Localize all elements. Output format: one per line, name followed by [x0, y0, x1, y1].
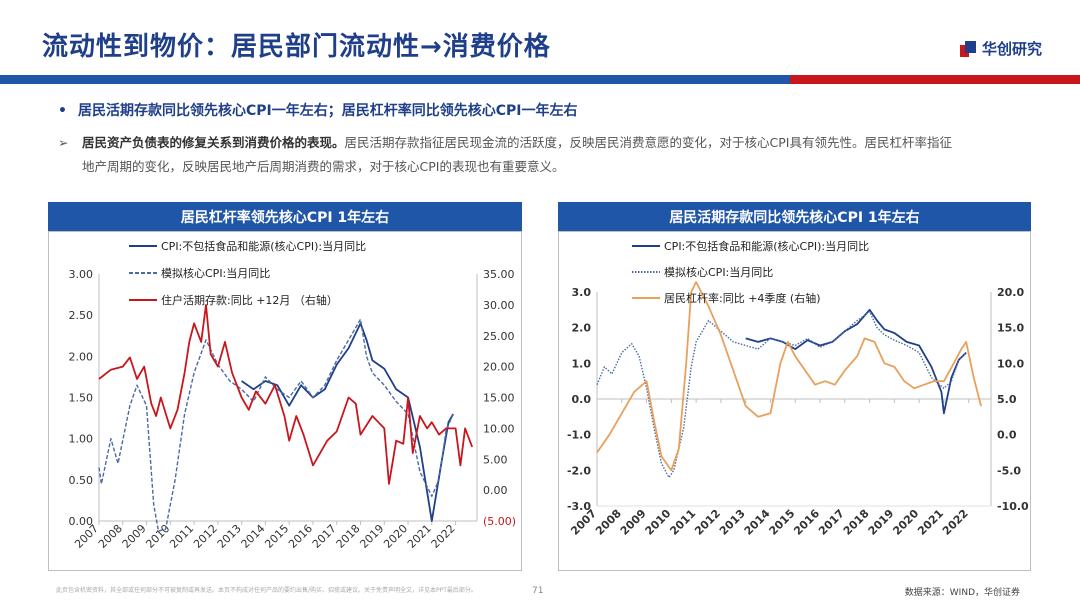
left-y-tick-label: 0.00 [69, 515, 94, 528]
right-y-tick-label: 30.00 [483, 299, 515, 312]
right-chart: -3.0 -2.0 -1.0 0.0 1.0 2.0 3.0 -10.0 -5.0 0.0 5.0 1… [567, 239, 1029, 538]
x-tick-label: 2012 [692, 507, 723, 538]
left-y-tick-label: -2.0 [567, 464, 591, 477]
brand-logo: 华创研究 [959, 38, 1042, 59]
arrow-bullet-icon: ➢ [58, 135, 69, 150]
x-tick-label: 2021 [405, 522, 434, 551]
x-tick-label: 2012 [191, 522, 220, 551]
x-tick-label: 2013 [717, 507, 748, 538]
right-y-tick-label: 20.0 [997, 286, 1024, 299]
right-y-tick-label: 5.0 [997, 393, 1017, 406]
series-line-2 [98, 318, 454, 532]
left-y-tick-label: 2.00 [69, 350, 94, 363]
left-chart-title: 居民杠杆率领先核心CPI 1年左右 [48, 202, 522, 232]
x-tick-label: 2015 [262, 522, 291, 551]
x-tick-label: 2018 [334, 522, 363, 551]
x-tick-label: 2018 [841, 507, 872, 538]
bullet-body-line1: 居民活期存款指征居民现金流的活跃度，反映居民消费意愿的变化，对于核心CPI具有领… [344, 135, 952, 150]
x-tick-label: 2008 [96, 522, 125, 551]
header-divider [0, 75, 1080, 84]
left-y-tick-label: 1.00 [69, 433, 94, 446]
series-line-2 [596, 310, 967, 479]
right-y-tick-label: -5.0 [997, 464, 1021, 477]
series-line-1 [241, 322, 454, 522]
x-tick-label: 2022 [940, 507, 971, 538]
x-tick-label: 2010 [643, 507, 674, 538]
right-y-tick-label: -10.0 [997, 500, 1029, 513]
right-chart-panel: -3.0 -2.0 -1.0 0.0 1.0 2.0 3.0 -10.0 -5.0 0.0 5.0 1… [558, 231, 1031, 571]
left-y-tick-label: 0.50 [69, 474, 94, 487]
x-tick-label: 2019 [357, 522, 386, 551]
left-y-tick-label: 2.50 [69, 309, 94, 322]
bullet-body-bold: 居民资产负债表的修复关系到消费价格的表现。 [82, 135, 345, 150]
x-tick-label: 2009 [120, 522, 149, 551]
right-y-tick-label: (5.00) [483, 515, 516, 528]
left-y-tick-label: 3.0 [572, 286, 592, 299]
left-y-tick-label: 1.50 [69, 392, 94, 405]
page-title: 流动性到物价：居民部门流动性→消费价格 [42, 32, 551, 62]
legend-label: 模拟核心CPI:当月同比 [664, 265, 773, 279]
right-y-tick-label: 0.00 [483, 484, 508, 497]
x-tick-label: 2019 [866, 507, 897, 538]
x-tick-label: 2008 [593, 507, 624, 538]
right-y-tick-label: 35.00 [483, 268, 515, 281]
right-y-tick-label: 0.0 [997, 429, 1017, 442]
right-y-tick-label: 25.00 [483, 330, 515, 343]
x-tick-label: 2011 [667, 507, 698, 538]
x-tick-label: 2015 [767, 507, 798, 538]
left-y-tick-label: 1.0 [572, 357, 592, 370]
x-tick-label: 2016 [791, 507, 822, 538]
bullet-body-line2: 地产周期的变化，反映居民地产后周期消费的需求，对于核心CPI的表现也有重要意义。 [82, 159, 565, 174]
bullet-body: ➢ 居民资产负债表的修复关系到消费价格的表现。居民活期存款指征居民现金流的活跃度，… [58, 131, 1048, 179]
x-tick-label: 2017 [310, 522, 339, 551]
series-line-3 [596, 281, 982, 472]
bullet-headline: • 居民活期存款同比领先核心CPI一年左右；居民杠杆率同比领先核心CPI一年左右 [58, 100, 578, 120]
data-source: 数据来源：WIND，华创证券 [904, 588, 1020, 598]
brand-name: 华创研究 [981, 40, 1042, 58]
right-chart-title: 居民活期存款同比领先核心CPI 1年左右 [558, 202, 1031, 232]
right-y-tick-label: 15.00 [483, 392, 515, 405]
left-chart-panel: 0.00 0.50 1.00 1.50 2.00 2.50 3.00 (5.00) 0.00 5.… [48, 231, 522, 571]
right-y-tick-label: 10.0 [997, 357, 1024, 370]
x-tick-label: 2016 [286, 522, 315, 551]
left-y-tick-label: -3.0 [567, 500, 591, 513]
left-y-tick-label: 3.00 [69, 268, 94, 281]
left-y-tick-label: -1.0 [567, 429, 591, 442]
x-tick-label: 2014 [742, 507, 773, 538]
x-tick-label: 2014 [239, 522, 268, 551]
bullet-dot-icon: • [58, 103, 67, 119]
right-y-tick-label: 10.00 [483, 422, 515, 435]
x-tick-label: 2020 [381, 522, 410, 551]
bullet-headline-text: 居民活期存款同比领先核心CPI一年左右；居民杠杆率同比领先核心CPI一年左右 [78, 103, 578, 119]
legend-label: 居民杠杆率:同比 +4季度 (右轴) [664, 291, 821, 305]
right-y-tick-label: 5.00 [483, 453, 508, 466]
x-tick-label: 2020 [890, 507, 921, 538]
left-y-tick-label: 0.0 [572, 393, 592, 406]
page-number: 71 [532, 586, 544, 596]
left-y-tick-label: 2.0 [572, 322, 592, 335]
right-y-tick-label: 20.00 [483, 361, 515, 374]
series-line-1 [745, 308, 967, 415]
x-tick-label: 2011 [167, 522, 196, 551]
left-chart: 0.00 0.50 1.00 1.50 2.00 2.50 3.00 (5.00) 0.00 5.… [69, 239, 517, 551]
x-tick-label: 2017 [816, 507, 847, 538]
right-y-tick-label: 15.0 [997, 322, 1024, 335]
brand-mark-icon [959, 40, 976, 57]
x-tick-label: 2009 [618, 507, 649, 538]
x-tick-label: 2021 [915, 507, 946, 538]
legend-label: CPI:不包括食品和能源(核心CPI):当月同比 [161, 239, 366, 253]
legend-label: 模拟核心CPI:当月同比 [161, 266, 270, 280]
disclaimer: 此页包含机密资料，其全部或任何部分不可被复制或再发送。本页不构成对任何产品的要约… [56, 587, 477, 594]
legend-label: CPI:不包括食品和能源(核心CPI):当月同比 [664, 239, 869, 253]
x-tick-label: 2013 [215, 522, 244, 551]
x-tick-label: 2022 [429, 522, 458, 551]
series-line-3 [98, 304, 474, 485]
legend-label: 住户活期存款:同比 +12月 （右轴） [161, 293, 338, 307]
